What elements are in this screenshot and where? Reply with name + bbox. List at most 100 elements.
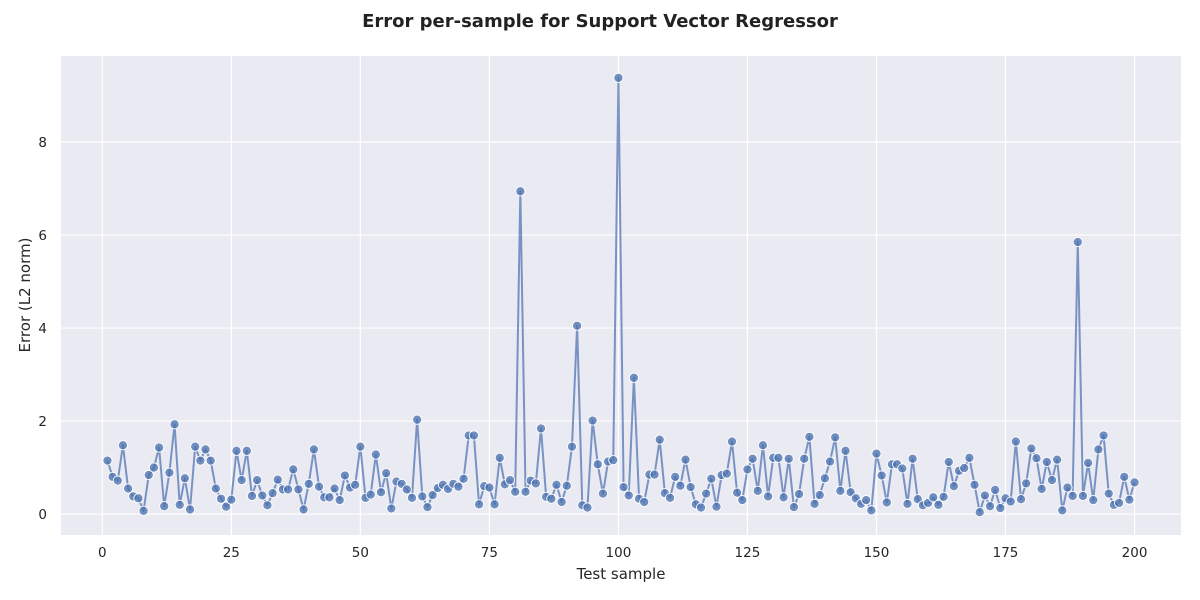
data-point	[303, 478, 314, 489]
data-point	[732, 487, 743, 498]
data-point	[504, 475, 516, 486]
data-point	[329, 483, 340, 494]
data-point	[804, 431, 815, 442]
data-point	[484, 482, 495, 493]
data-point	[623, 490, 634, 501]
data-point	[592, 459, 603, 470]
data-point	[597, 488, 608, 499]
data-point	[164, 467, 175, 478]
data-point	[236, 475, 247, 486]
data-point	[654, 434, 665, 445]
data-point	[174, 499, 185, 510]
y-tick-label: 6	[38, 228, 47, 244]
data-point	[1052, 454, 1063, 465]
data-point	[1067, 490, 1078, 501]
data-point	[881, 497, 892, 508]
data-point	[375, 487, 387, 498]
data-point	[670, 471, 681, 482]
data-point	[494, 452, 505, 463]
data-point	[788, 502, 799, 513]
data-point	[943, 456, 954, 468]
data-point	[221, 501, 232, 512]
data-point	[546, 493, 557, 504]
data-point	[453, 481, 464, 492]
data-point	[824, 456, 836, 467]
data-point	[752, 485, 763, 496]
data-point	[133, 493, 144, 504]
data-point	[974, 507, 985, 518]
data-point	[990, 484, 1001, 495]
data-point	[1021, 478, 1032, 489]
data-point	[1077, 490, 1088, 501]
data-point	[117, 440, 128, 451]
data-point	[830, 432, 841, 443]
data-point	[339, 470, 350, 481]
y-tick-label: 0	[38, 507, 47, 523]
data-point	[613, 72, 624, 83]
data-point	[530, 478, 541, 489]
data-point	[773, 452, 784, 463]
data-point	[783, 453, 794, 464]
data-point	[298, 504, 309, 515]
data-point	[272, 474, 283, 485]
data-point	[123, 483, 134, 494]
data-point	[1057, 505, 1068, 516]
data-point	[210, 483, 221, 494]
data-point	[184, 504, 196, 515]
data-point	[938, 491, 949, 502]
data-point	[556, 496, 567, 508]
data-point	[417, 491, 428, 502]
data-point	[324, 492, 335, 503]
data-point	[334, 495, 345, 506]
data-point	[726, 436, 738, 447]
data-point	[747, 453, 758, 464]
data-point	[763, 491, 774, 502]
data-point	[252, 475, 263, 486]
x-tick-label: 50	[352, 545, 369, 561]
data-point	[1010, 436, 1021, 447]
data-point	[871, 448, 882, 459]
data-point	[721, 468, 732, 479]
data-point	[814, 489, 825, 501]
data-point	[809, 498, 820, 509]
data-point	[215, 493, 227, 504]
data-point	[618, 482, 629, 493]
data-point	[706, 473, 717, 484]
data-point	[737, 495, 748, 506]
data-point	[897, 463, 908, 474]
data-point	[608, 455, 619, 466]
x-tick-label: 150	[864, 545, 890, 561]
data-point	[468, 430, 479, 441]
data-point	[148, 462, 159, 473]
data-point	[1072, 236, 1083, 248]
data-point	[401, 484, 412, 495]
grid-lines	[61, 56, 1181, 535]
data-point	[984, 501, 996, 512]
data-point	[474, 499, 485, 510]
data-point	[551, 479, 562, 490]
data-point	[1129, 477, 1140, 488]
data-point	[314, 481, 325, 492]
data-point	[138, 505, 149, 516]
data-point	[381, 468, 392, 479]
data-point	[427, 489, 438, 501]
data-point	[979, 490, 990, 501]
data-point	[102, 455, 113, 466]
data-point	[112, 475, 123, 486]
data-point	[964, 452, 975, 463]
data-point	[489, 499, 500, 510]
data-point	[1098, 430, 1109, 441]
data-point	[226, 494, 237, 505]
data-point	[350, 479, 361, 490]
y-axis-label: Error (L2 norm)	[16, 238, 34, 353]
data-point	[241, 445, 252, 456]
data-point	[179, 473, 190, 484]
data-point	[267, 488, 278, 499]
data-point	[948, 481, 959, 492]
data-point	[1026, 443, 1037, 454]
data-point	[675, 480, 686, 491]
data-point	[422, 502, 433, 513]
data-point	[742, 464, 753, 475]
data-point	[835, 485, 846, 496]
